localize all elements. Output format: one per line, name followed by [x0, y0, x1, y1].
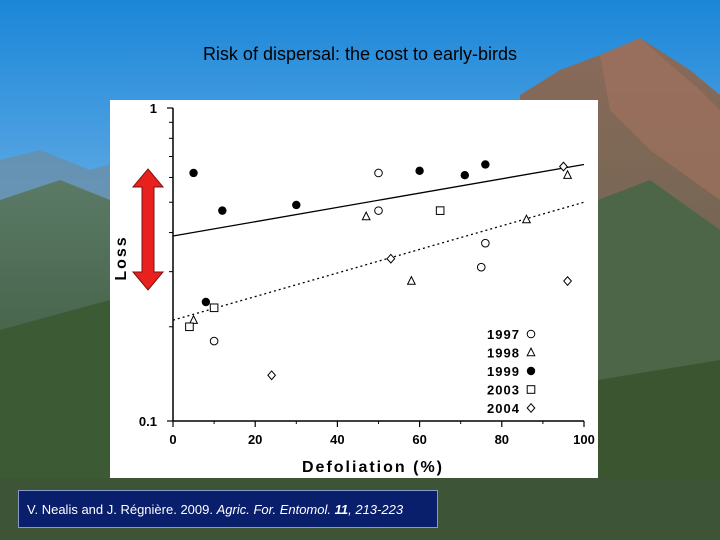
citation-authors: V. Nealis and J. Régnière. 2009.: [27, 502, 213, 517]
point-1997: [374, 168, 383, 178]
solid-fit-line: [172, 163, 585, 237]
x-axis-title: Defoliation (%): [302, 459, 444, 476]
point-1998: [188, 314, 199, 324]
point-1998: [521, 214, 532, 224]
point-2004: [386, 253, 396, 264]
legend-label-1999: 1999: [487, 364, 520, 379]
point-1999: [481, 160, 490, 169]
dotted-fit-line: [172, 201, 585, 321]
legend-marker-1998: [526, 346, 536, 357]
x-tick-label: 80: [495, 432, 509, 447]
legend-marker-1997: [526, 329, 536, 339]
slide-title: Risk of dispersal: the cost to early-bir…: [202, 44, 518, 64]
point-2004: [563, 275, 573, 287]
legend-label-2004: 2004: [487, 401, 520, 416]
point-1998: [361, 211, 371, 221]
red-double-arrow-icon: [131, 168, 165, 291]
point-2003: [209, 303, 219, 313]
y-tick-label: 0.1: [139, 414, 157, 429]
point-1997: [476, 262, 486, 272]
point-1999: [189, 168, 198, 178]
legend-marker-2003: [526, 385, 536, 394]
chart-panel: [110, 100, 598, 478]
point-1999: [460, 170, 470, 180]
point-1998: [406, 275, 416, 285]
legend-marker-1999: [526, 366, 536, 376]
citation-journal: Agric. For. Entomol.: [216, 502, 331, 517]
point-2003: [435, 206, 445, 215]
citation-pages: , 213-223: [348, 502, 404, 517]
point-2004: [558, 161, 568, 172]
x-tick-label: 0: [169, 432, 176, 447]
point-1999: [218, 206, 227, 215]
point-2004: [267, 370, 277, 381]
point-1997: [374, 206, 383, 215]
point-1999: [201, 297, 211, 307]
x-tick-label: 40: [330, 432, 344, 447]
legend-label-1997: 1997: [487, 327, 520, 342]
legend-marker-2004: [526, 402, 536, 414]
x-tick-label: 60: [412, 432, 426, 447]
citation-volume: 11: [334, 502, 349, 517]
y-axis-title: Loss: [113, 235, 130, 280]
x-tick-label: 100: [573, 432, 595, 447]
point-1999: [292, 200, 301, 210]
legend-label-1998: 1998: [487, 346, 520, 361]
point-1997: [209, 336, 219, 346]
legend-label-2003: 2003: [487, 383, 520, 398]
citation-box: V. Nealis and J. Régnière. 2009. Agric. …: [18, 490, 438, 528]
point-1997: [481, 238, 490, 248]
point-1998: [562, 169, 573, 179]
point-2003: [185, 322, 194, 332]
point-1999: [415, 166, 424, 176]
x-tick-label: 20: [248, 432, 262, 447]
y-tick-label: 1: [150, 101, 157, 116]
